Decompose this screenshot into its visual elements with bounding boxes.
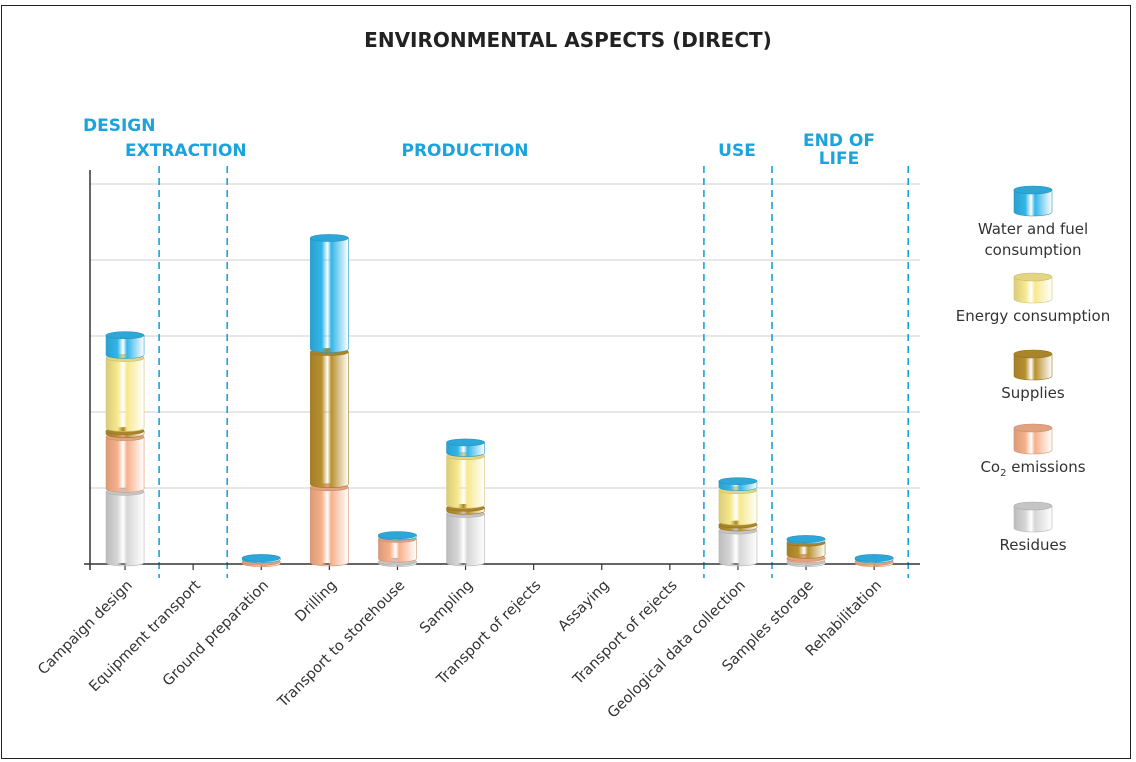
bar-segment [718,477,758,492]
chart-title: ENVIRONMENTAL ASPECTS (DIRECT) [364,28,772,52]
bar-segment [105,331,145,359]
phase-separators [158,166,910,578]
phase-label: EXTRACTION [125,141,247,161]
bar-segment [241,554,281,564]
bar-segment [105,487,145,567]
bar-segment [378,531,417,541]
bar-segment [310,483,349,567]
bar-segment [310,348,349,489]
bar-segment [105,354,145,432]
bars [105,234,894,567]
phase-labels: DESIGN EXTRACTION PRODUCTION USE END OF LIFE [83,116,875,169]
chart-frame [1,5,1131,759]
bar-segment [854,554,894,564]
legend-label: Co2 emissions [980,458,1085,479]
legend: Water and fuel consumption Energy consumpt… [956,185,1110,554]
legend-item: Supplies [1001,349,1065,402]
bar-segment [446,438,485,457]
bar-segment [718,526,758,567]
legend-item: Water and fuel consumption [978,185,1088,259]
bar-segment [718,486,758,526]
legend-label: Residues [999,536,1066,554]
legend-label: Supplies [1001,384,1065,402]
legend-item: Residues [999,501,1067,554]
legend-item: Co2 emissions [980,423,1086,479]
bar-segment [446,510,485,567]
bar-segment [446,452,485,509]
category-label: Transport to storehouse [274,577,408,711]
bar-segment [310,234,349,353]
legend-label: Water and fuel consumption [978,220,1088,259]
category-label: Geological data collection [605,578,749,722]
legend-label: Energy consumption [956,307,1110,325]
axes [84,170,920,570]
category-label: Equipment transport [86,577,204,695]
category-label: Assaying [555,578,612,635]
bar-segment [105,433,145,493]
phase-label: DESIGN [83,116,155,136]
category-label: Drilling [292,578,340,626]
phase-label: END OF LIFE [803,131,875,169]
grid-lines [90,183,920,489]
legend-item: Energy consumption [956,272,1110,325]
category-label: Sampling [417,578,476,637]
phase-label: USE [718,141,756,161]
phase-label: PRODUCTION [402,141,529,161]
bar-segment [786,535,826,545]
